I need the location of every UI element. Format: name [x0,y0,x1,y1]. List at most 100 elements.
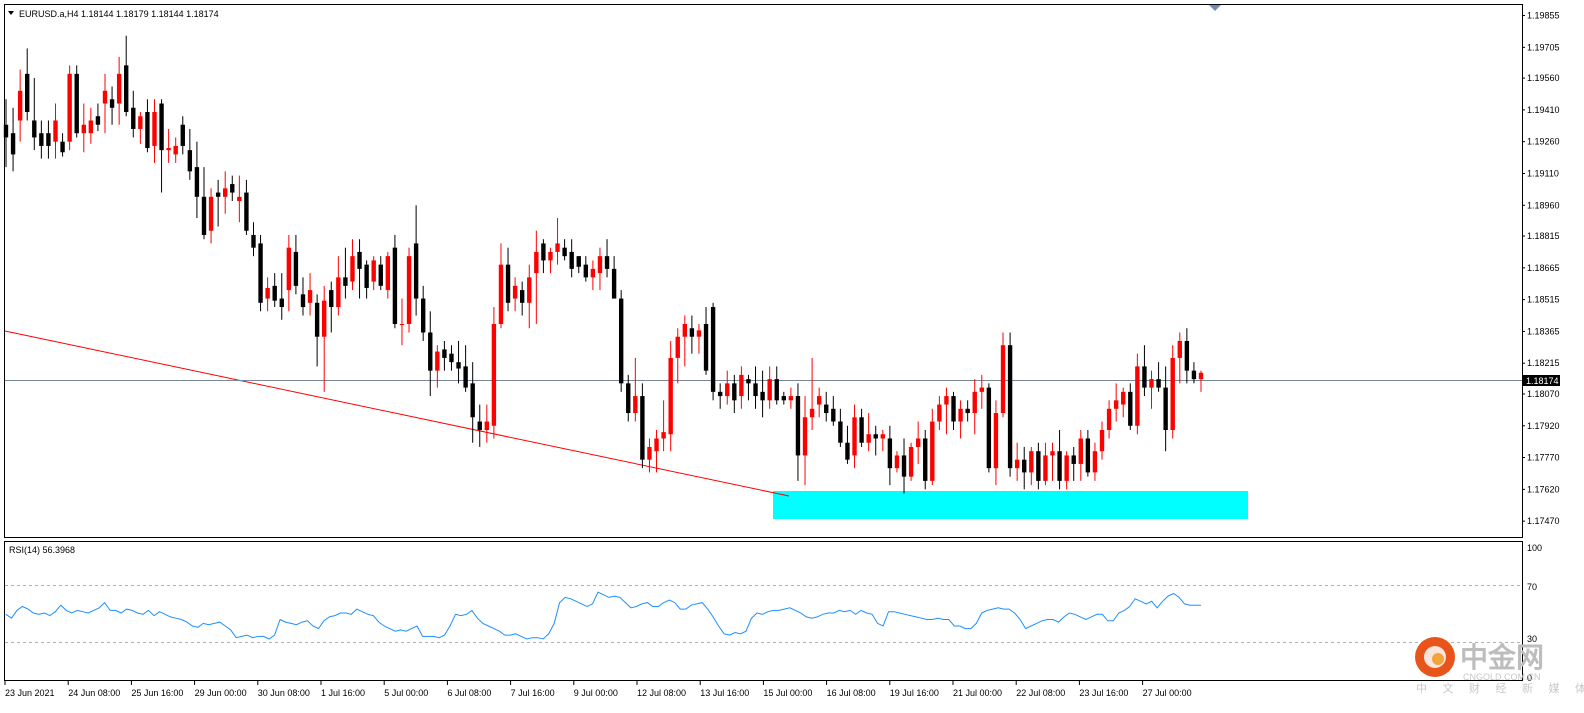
candle [208,188,214,244]
candle-body [788,396,794,401]
candle-body [456,362,461,369]
candle [329,281,334,333]
x-tick-label: 23 Jun 2021 [5,688,55,698]
candle [53,103,58,159]
candle-body [668,357,673,435]
y-tick-label: 1.18215 [1527,358,1560,368]
candle-body [965,408,970,414]
candle-body [894,455,900,469]
candle-body [951,396,956,422]
candle-body [10,133,16,155]
candle [809,357,815,430]
candle-body [371,260,376,282]
candle [350,239,355,291]
y-tick-label: 1.18960 [1527,200,1560,210]
candle [279,273,284,320]
candle-body [1198,372,1204,380]
candle-body [944,396,949,405]
time-axis: 23 Jun 2021 24 Jun 08:00 25 Jun 16:00 29 Ju… [4,681,1192,698]
candle [314,294,320,367]
candle [512,277,518,312]
support-zone [773,491,1248,519]
candle [1156,362,1161,392]
candle-body [1014,459,1020,469]
candle-body [1022,459,1027,473]
x-tick-label: 22 Jul 08:00 [1016,688,1065,698]
candle [979,374,984,409]
dropdown-triangle-icon[interactable] [8,11,14,15]
y-tick-label: 1.18515 [1527,295,1560,305]
candle-body [661,432,666,439]
main-chart-frame [4,4,1523,538]
candle-body [753,383,758,397]
candle [972,379,977,435]
y-tick-label: 1.19110 [1527,168,1559,178]
candle-body [505,264,511,303]
x-tick-label: 23 Jul 16:00 [1079,688,1128,698]
candle-body [1156,379,1161,388]
candle-body [1184,340,1190,371]
candle [180,116,185,155]
candle-body [725,383,730,397]
candle-body [187,150,193,172]
candle [541,239,546,274]
candle-body [852,417,857,456]
candle-body [831,408,836,422]
candle [46,120,51,159]
candle [824,391,829,422]
candle [1170,345,1175,439]
candle-body [350,256,355,282]
candle [1149,370,1154,409]
candle [725,370,730,405]
candle-body [470,383,475,418]
candle-body [979,387,984,392]
candle [1022,446,1027,490]
candle-body [223,188,228,197]
chart-shift-marker-icon[interactable] [1209,5,1221,11]
candle-body [237,196,242,202]
candle [1184,328,1190,384]
candle-body [286,247,292,291]
y-tick-label: 1.17470 [1527,516,1560,526]
candle-body [329,290,334,308]
watermark-tagline: 中 文 财 经 新 媒 体 [1416,681,1584,695]
candle [420,285,426,341]
candle [859,408,864,447]
candle [802,396,808,486]
candle-body [548,251,553,261]
candle-body [1036,451,1041,481]
candle [10,107,16,172]
candle-body [866,434,871,443]
rsi-panel-frame [4,541,1523,681]
candle [435,345,440,388]
y-tick-label: 1.17920 [1527,421,1560,431]
candle [32,78,37,151]
candle-body [562,247,567,257]
candle-body [993,413,999,469]
candle [732,374,737,414]
candle-body [81,124,86,134]
y-tick-label: 1.19855 [1527,11,1560,21]
candle [647,438,652,473]
candle [336,256,341,316]
candle-body [527,277,532,303]
candle [378,256,383,291]
candle [894,451,900,473]
candle-body [95,116,101,125]
candle [923,430,928,490]
candle-body [3,124,9,138]
candle [300,277,306,316]
candle [265,277,270,312]
candle [682,315,688,367]
candle [668,340,673,452]
candle [1092,442,1098,481]
candle-body [392,247,398,324]
candle-body [293,251,299,286]
candle [816,387,822,418]
candle-body [265,287,270,299]
candle-body [215,192,221,197]
candle-body [576,256,581,267]
candle [258,234,263,312]
candle [576,256,581,274]
candle-body [413,243,419,299]
